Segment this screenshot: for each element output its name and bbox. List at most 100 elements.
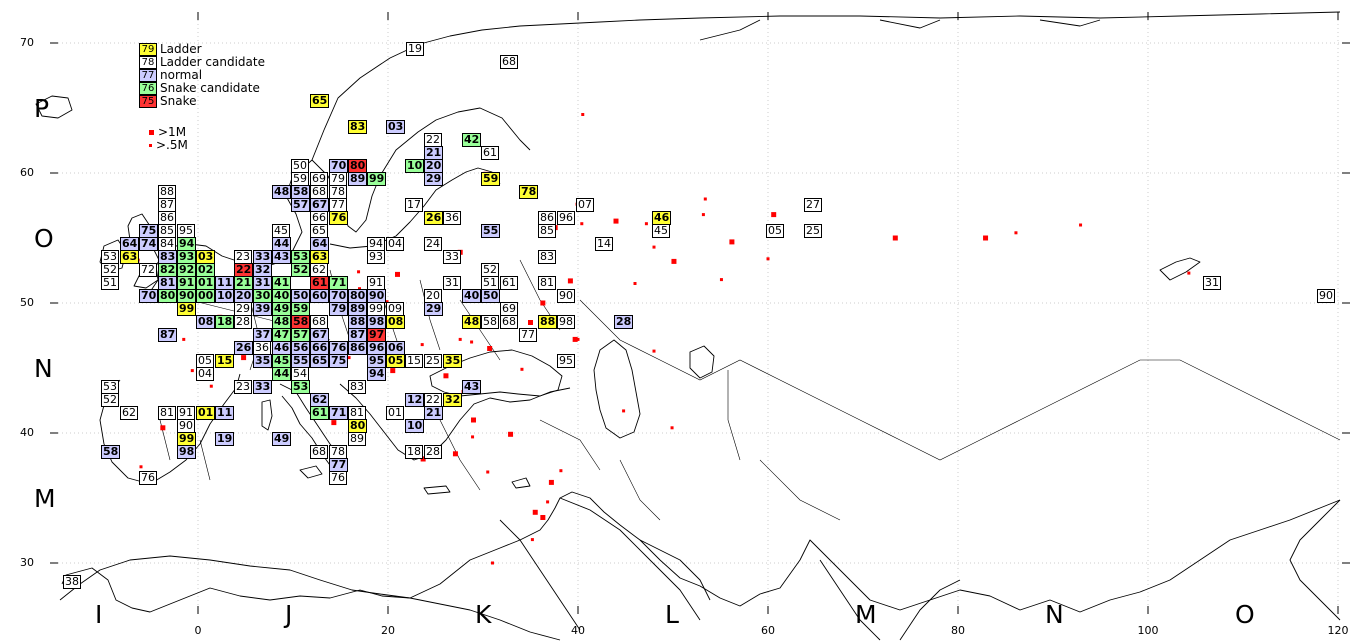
- grid-cell-label: 92: [177, 263, 197, 277]
- grid-cell-label: 10: [405, 419, 425, 433]
- legend-city-size: >1M: [149, 125, 186, 139]
- legend-city-size: >.5M: [149, 138, 188, 152]
- grid-cell-label: 20: [424, 289, 442, 303]
- grid-cell-label: 05: [196, 354, 214, 368]
- grid-cell-label: 33: [253, 380, 273, 394]
- grid-cell-label: 62: [120, 406, 138, 420]
- grid-cell-label: 91: [367, 276, 385, 290]
- grid-cell-label: 68: [310, 185, 328, 199]
- city-marker-small: [182, 337, 186, 341]
- grid-cell-label: 53: [101, 380, 119, 394]
- grid-cell-label: 78: [519, 185, 539, 199]
- legend-item: 75 Snake: [139, 95, 196, 108]
- legend-item: 79 Ladder: [139, 43, 202, 56]
- grid-cell-label: 95: [177, 224, 195, 238]
- city-marker-small: [470, 340, 474, 344]
- zone-letter-column: K: [475, 600, 492, 629]
- grid-cell-label: 61: [481, 146, 499, 160]
- legend-label: Snake: [160, 94, 197, 108]
- grid-cell-label: 22: [424, 133, 442, 147]
- zone-letter-row: P: [34, 94, 50, 123]
- grid-cell-label: 36: [253, 341, 271, 355]
- grid-cell-label: 90: [367, 289, 387, 303]
- grid-cell-label: 97: [367, 328, 387, 342]
- x-tick-label: 100: [1137, 624, 1159, 637]
- grid-cell-label: 31: [443, 276, 461, 290]
- grid-cell-label: 42: [462, 133, 482, 147]
- grid-cell-label: 63: [120, 250, 140, 264]
- grid-cell-label: 53: [101, 250, 119, 264]
- grid-cell-label: 88: [158, 185, 176, 199]
- grid-cell-label: 04: [386, 237, 404, 251]
- grid-cell-label: 74: [139, 237, 159, 251]
- grid-cell-label: 76: [329, 471, 347, 485]
- city-marker-small: [546, 500, 550, 504]
- corsica-sardinia: [261, 399, 273, 431]
- grid-cell-label: 88: [348, 315, 368, 329]
- arctic-islands: [699, 19, 1101, 41]
- legend-city-marker: [149, 130, 154, 135]
- grid-cell-label: 67: [310, 328, 330, 342]
- city-marker-large: [528, 320, 533, 325]
- grid-cell-label: 55: [481, 224, 501, 238]
- city-marker-small: [703, 197, 707, 201]
- grid-cell-label: 78: [329, 445, 347, 459]
- grid-cell-label: 48: [272, 185, 292, 199]
- grid-cell-label: 21: [424, 406, 444, 420]
- city-marker-small: [420, 343, 424, 347]
- grid-cell-label: 76: [329, 341, 349, 355]
- red-sea-arabia: [499, 497, 701, 631]
- grid-cell-label: 15: [215, 354, 235, 368]
- grid-cell-label: 83: [348, 380, 366, 394]
- grid-cell-label: 81: [158, 406, 176, 420]
- city-marker-large: [532, 509, 538, 515]
- grid-cell-label: 58: [101, 445, 121, 459]
- grid-cell-label: 53: [291, 250, 311, 264]
- city-marker-large: [729, 239, 735, 245]
- grid-cell-label: 43: [272, 250, 292, 264]
- legend-item: 76 Snake candidate: [139, 82, 260, 95]
- legend-label: Snake candidate: [160, 81, 260, 95]
- city-marker-large: [443, 373, 449, 379]
- city-marker-small: [580, 222, 584, 226]
- city-marker-small: [190, 369, 194, 373]
- grid-cell-label: 76: [329, 211, 349, 225]
- legend-swatch: 75: [139, 95, 157, 108]
- grid-cell-label: 05: [386, 354, 406, 368]
- city-marker-small: [576, 337, 580, 341]
- city-marker-small: [491, 561, 494, 565]
- grid-cell-label: 89: [348, 432, 366, 446]
- city-marker-small: [486, 470, 490, 474]
- grid-cell-label: 78: [329, 185, 347, 199]
- grid-cell-label: 44: [272, 367, 292, 381]
- grid-cell-label: 45: [272, 354, 292, 368]
- europe-north-coast: [149, 11, 1341, 293]
- grid-cell-label: 50: [291, 289, 311, 303]
- city-marker-small: [652, 245, 656, 249]
- grid-cell-label: 26: [424, 211, 444, 225]
- y-tick-label: 50: [20, 296, 34, 309]
- grid-cell-label: 04: [196, 367, 214, 381]
- grid-cell-label: 48: [462, 315, 482, 329]
- grid-cell-label: 60: [310, 289, 330, 303]
- grid-cell-label: 70: [329, 159, 349, 173]
- city-marker-small: [139, 465, 143, 469]
- grid-cell-label: 77: [329, 458, 349, 472]
- grid-cell-label: 98: [557, 315, 575, 329]
- africa-north-coast: [59, 555, 561, 641]
- city-marker-small: [358, 287, 361, 291]
- grid-cell-label: 33: [253, 250, 273, 264]
- city-marker-large: [331, 420, 337, 426]
- grid-cell-label: 41: [272, 276, 292, 290]
- grid-cell-label: 52: [481, 263, 499, 277]
- grid-cell-label: 29: [234, 302, 252, 316]
- grid-cell-label: 32: [253, 263, 273, 277]
- axis-frame: [50, 12, 1350, 614]
- grid-cell-label: 18: [405, 445, 423, 459]
- china-coast: [1289, 499, 1341, 621]
- grid-cell-label: 11: [215, 406, 235, 420]
- grid-cell-label: 98: [367, 315, 387, 329]
- grid-cell-label: 51: [101, 276, 119, 290]
- city-marker-small: [458, 337, 462, 341]
